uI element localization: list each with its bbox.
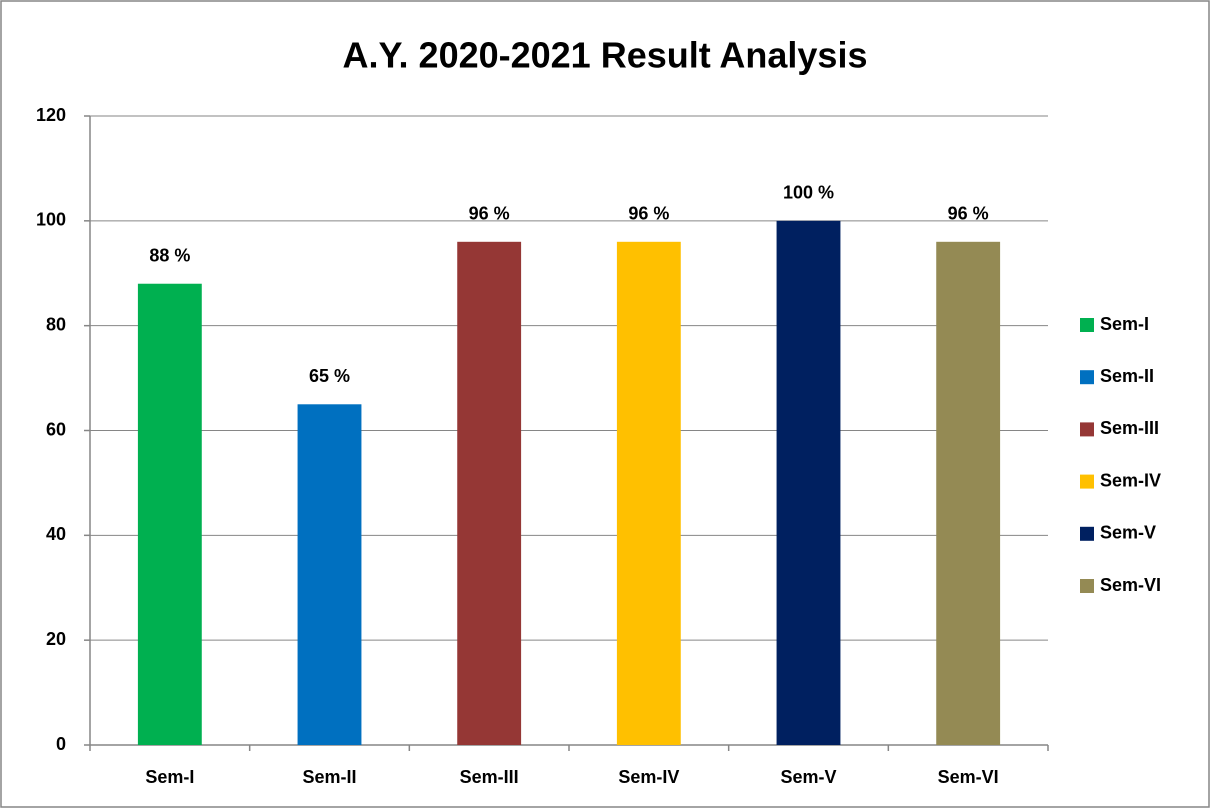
value-label: 96 % bbox=[628, 204, 669, 224]
y-tick-label: 60 bbox=[46, 419, 66, 439]
legend-swatch bbox=[1080, 474, 1094, 489]
chart-title: A.Y. 2020-2021 Result Analysis bbox=[343, 35, 868, 76]
legend-label: Sem-IV bbox=[1100, 470, 1161, 490]
bar bbox=[457, 241, 522, 746]
y-tick-label: 120 bbox=[36, 105, 66, 125]
legend-swatch bbox=[1080, 422, 1094, 437]
legend-label: Sem-V bbox=[1100, 523, 1156, 543]
bar bbox=[616, 241, 681, 746]
bar bbox=[936, 241, 1001, 746]
legend-swatch bbox=[1080, 579, 1094, 593]
value-label: 88 % bbox=[149, 245, 190, 265]
bar bbox=[297, 404, 362, 745]
legend-swatch bbox=[1080, 370, 1094, 385]
x-tick-label: Sem-VI bbox=[938, 767, 999, 787]
x-tick-label: Sem-IV bbox=[618, 767, 679, 787]
legend-swatch bbox=[1080, 318, 1094, 332]
value-label: 65 % bbox=[309, 366, 350, 386]
legend-swatch bbox=[1080, 526, 1094, 541]
bar bbox=[776, 220, 841, 746]
x-tick-label: Sem-III bbox=[460, 767, 519, 787]
legend-label: Sem-II bbox=[1100, 366, 1154, 386]
x-tick-label: Sem-V bbox=[780, 767, 836, 787]
value-label: 96 % bbox=[469, 204, 510, 224]
x-tick-label: Sem-II bbox=[302, 767, 356, 787]
legend-label: Sem-I bbox=[1100, 314, 1149, 334]
legend-label: Sem-VI bbox=[1100, 575, 1161, 595]
y-tick-label: 20 bbox=[46, 629, 66, 649]
x-tick-label: Sem-I bbox=[145, 767, 194, 787]
bar bbox=[137, 283, 202, 745]
y-tick-label: 100 bbox=[36, 210, 66, 230]
y-tick-label: 80 bbox=[46, 314, 66, 334]
y-tick-label: 40 bbox=[46, 524, 66, 544]
value-label: 100 % bbox=[783, 183, 834, 203]
legend-label: Sem-III bbox=[1100, 418, 1159, 438]
value-label: 96 % bbox=[948, 204, 989, 224]
y-tick-label: 0 bbox=[56, 734, 66, 754]
